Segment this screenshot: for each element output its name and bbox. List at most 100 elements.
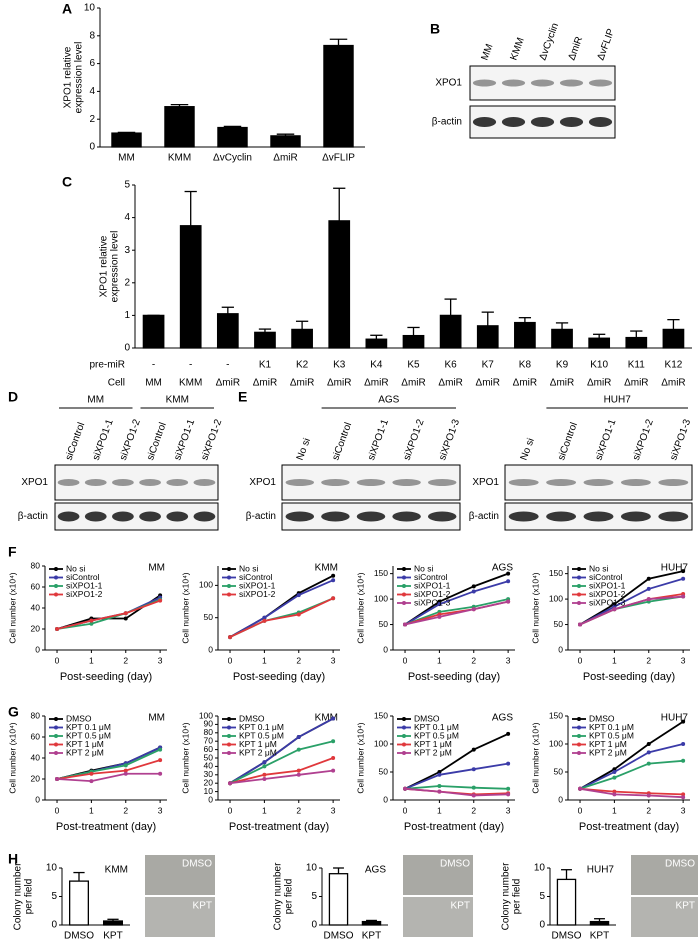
x-tick-label: KPT bbox=[362, 931, 381, 942]
legend-marker bbox=[402, 751, 406, 755]
lane-label: MM bbox=[479, 43, 495, 62]
y-axis-label: XPO1 relative bbox=[99, 235, 110, 297]
legend-marker bbox=[402, 584, 406, 588]
y-tick-label: 0 bbox=[124, 343, 130, 354]
point bbox=[437, 614, 442, 619]
legend-label: KPT 0.5 μM bbox=[239, 730, 284, 740]
y-tick-label: 90 bbox=[204, 719, 214, 729]
legend-label: DMSO bbox=[66, 713, 92, 723]
point bbox=[612, 607, 617, 612]
y-tick-label: 100 bbox=[199, 710, 213, 720]
x-tick-label: 3 bbox=[681, 655, 686, 665]
band bbox=[583, 479, 614, 486]
y-tick-label: 0 bbox=[89, 142, 95, 153]
x-axis-label: Post-treatment (day) bbox=[404, 821, 504, 833]
row-label: XPO1 bbox=[21, 477, 48, 488]
legend-label: siControl bbox=[589, 572, 623, 582]
point bbox=[296, 735, 301, 739]
point bbox=[506, 571, 511, 576]
chart-title: KMM bbox=[315, 713, 338, 724]
legend-marker bbox=[402, 742, 406, 747]
y-tick-label: 80 bbox=[31, 560, 41, 570]
y-tick-label: 0 bbox=[558, 794, 563, 804]
lane-label: siControl bbox=[330, 421, 354, 462]
micrograph bbox=[145, 855, 215, 895]
x-tick-label: 1 bbox=[612, 655, 617, 665]
x-tick-label: ΔmiR bbox=[661, 378, 685, 389]
legend-marker bbox=[577, 751, 581, 755]
y-tick-label: 0 bbox=[208, 794, 213, 804]
micrograph bbox=[631, 855, 698, 895]
series-line bbox=[404, 787, 509, 797]
legend-marker bbox=[577, 584, 581, 588]
point bbox=[296, 747, 301, 752]
x-tick-label: 0 bbox=[228, 805, 233, 815]
x-tick-label: ΔmiR bbox=[438, 378, 462, 389]
band bbox=[620, 511, 651, 522]
micrograph-label: DMSO bbox=[440, 859, 470, 870]
series-line bbox=[56, 594, 161, 630]
x-tick-label: K5 bbox=[407, 360, 420, 371]
point bbox=[403, 786, 408, 791]
lane-label: ΔmiR bbox=[566, 35, 585, 62]
y-tick-label: 50 bbox=[379, 766, 389, 776]
legend-marker bbox=[227, 725, 231, 730]
legend-marker bbox=[54, 734, 58, 738]
legend-marker bbox=[227, 584, 231, 588]
panel-letter: A bbox=[62, 1, 72, 17]
series-line bbox=[229, 597, 334, 638]
band bbox=[472, 79, 497, 87]
x-tick-label: ΔmiR bbox=[624, 378, 648, 389]
x-tick-label: 2 bbox=[296, 655, 301, 665]
point bbox=[89, 771, 94, 776]
point bbox=[296, 593, 301, 598]
x-tick-label: 3 bbox=[506, 655, 511, 665]
row-label: β-actin bbox=[246, 511, 276, 522]
legend-label: KPT 0.5 μM bbox=[66, 730, 111, 740]
x-tick-label: 3 bbox=[331, 655, 336, 665]
point bbox=[262, 764, 267, 769]
y-tick-label: 70 bbox=[204, 735, 214, 745]
legend-label: KPT 2 μM bbox=[66, 747, 104, 757]
y-tick-label: 0 bbox=[311, 920, 317, 931]
band bbox=[392, 479, 421, 486]
legend-marker bbox=[577, 575, 581, 580]
y-tick-label: 0 bbox=[558, 644, 563, 654]
x-tick-label: MM bbox=[118, 153, 135, 164]
y-tick-label: 6 bbox=[89, 58, 95, 69]
x-tick-label: 0 bbox=[578, 805, 583, 815]
point bbox=[681, 594, 686, 599]
panel-letter: G bbox=[8, 704, 19, 720]
point bbox=[89, 779, 94, 784]
point bbox=[331, 756, 336, 760]
legend-label: KPT 0.1 μM bbox=[414, 722, 459, 732]
legend-label: KPT 1 μM bbox=[66, 739, 104, 749]
legend-label: KPT 1 μM bbox=[414, 739, 452, 749]
micrograph bbox=[145, 897, 215, 937]
point bbox=[89, 618, 94, 623]
legend-label: KPT 2 μM bbox=[589, 747, 627, 757]
chart-title: AGS bbox=[492, 713, 513, 724]
bar bbox=[328, 220, 351, 349]
x-tick-label: MM bbox=[145, 378, 162, 389]
chart-title: KMM bbox=[105, 865, 128, 876]
series-line bbox=[404, 600, 509, 626]
x-tick-label: 0 bbox=[578, 655, 583, 665]
point bbox=[437, 789, 442, 794]
band bbox=[321, 511, 350, 522]
legend-marker bbox=[227, 592, 231, 597]
x-tick-label: 0 bbox=[403, 655, 408, 665]
legend-label: No si bbox=[414, 563, 433, 573]
legend-marker bbox=[54, 575, 58, 580]
bar bbox=[625, 336, 648, 349]
series-line bbox=[579, 787, 684, 799]
micrograph bbox=[403, 897, 473, 937]
group-label: MM bbox=[87, 395, 104, 406]
x-tick-label: ΔmiR bbox=[216, 378, 240, 389]
point bbox=[646, 750, 651, 755]
legend-label: KPT 0.5 μM bbox=[589, 730, 634, 740]
point bbox=[262, 760, 267, 765]
band bbox=[546, 511, 577, 522]
x-tick-label: K9 bbox=[556, 360, 569, 371]
